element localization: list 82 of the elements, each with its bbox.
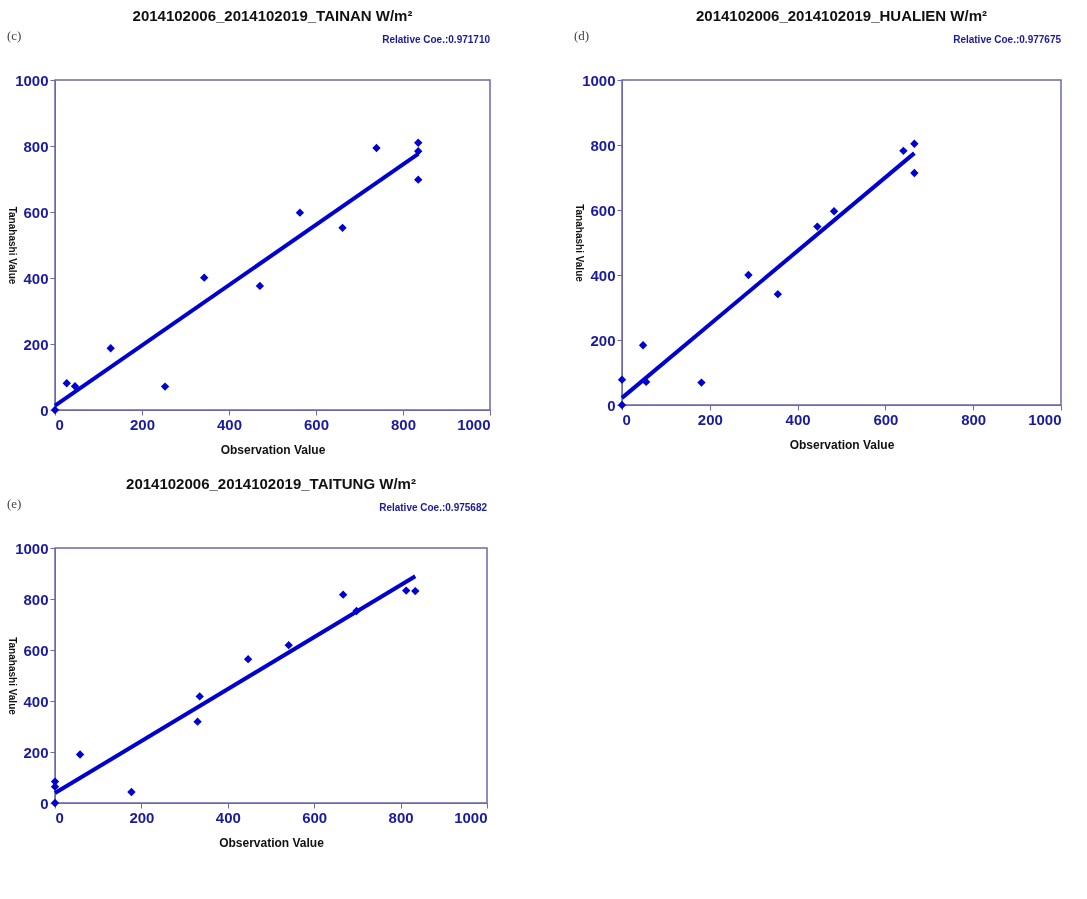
y-tick-label: 800 (23, 590, 49, 608)
x-tick-label: 400 (216, 415, 243, 433)
text: Relative Coe.:0.975682 (379, 502, 488, 513)
x-tick-label: 800 (961, 410, 987, 428)
chart-title: 2014102006_2014102019_TAINAN W/m² (132, 7, 413, 24)
x-axis-title: Observation Value (219, 835, 325, 850)
point (75, 750, 85, 759)
x-tick-label: 400 (215, 808, 241, 826)
point (200, 273, 209, 282)
chart-title: 2014102006_2014102019_TAITUNG W/m² (126, 475, 416, 492)
point (70, 382, 80, 391)
y-tick-label: 600 (23, 641, 49, 659)
point (411, 586, 420, 596)
y-tick-label: 600 (23, 203, 49, 221)
point (617, 375, 627, 384)
y-tick-label: 400 (590, 266, 616, 284)
x-tick-label: 0 (55, 808, 64, 826)
chart-title: 2014102006_2014102019_HUALIEN W/m² (695, 7, 988, 24)
y-tick-label: 1000 (15, 71, 49, 89)
point (127, 787, 136, 797)
x-tick-label: 200 (697, 410, 723, 428)
point (295, 208, 305, 217)
point (744, 270, 753, 280)
x-tick-label: 600 (873, 410, 899, 428)
point (910, 139, 919, 148)
y-tick-label: 200 (23, 335, 49, 353)
x-tick-label: 400 (785, 410, 811, 428)
y-axis-title: Tanahashi Value (7, 637, 19, 716)
y-tick-label: 400 (23, 692, 49, 710)
point (352, 606, 361, 616)
point (62, 379, 71, 388)
x-axis-title: Observation Value (789, 437, 895, 452)
x-tick-label: 1000 (454, 808, 488, 826)
text: (e) (7, 496, 22, 511)
point (372, 143, 381, 153)
y-tick-label: 400 (23, 269, 49, 287)
point (284, 640, 293, 650)
point (773, 289, 783, 299)
text: Relative Coe.:0.977675 (953, 34, 1062, 45)
x-tick-label: 600 (303, 415, 330, 433)
point (160, 382, 170, 391)
y-tick-label: 0 (607, 396, 616, 414)
x-tick-label: 200 (129, 808, 155, 826)
y-tick-label: 1000 (15, 539, 49, 557)
y-tick-label: 800 (590, 136, 616, 154)
x-tick-label: 1000 (1028, 410, 1062, 428)
point (243, 655, 253, 664)
y-tick-label: 0 (40, 794, 49, 812)
y-tick-label: 200 (590, 331, 616, 349)
point (255, 281, 265, 291)
point (829, 207, 839, 216)
y-axis-title: Tanahashi Value (7, 206, 19, 285)
point (697, 378, 706, 387)
text: Relative Coe.:0.971710 (382, 34, 491, 45)
y-tick-label: 1000 (582, 71, 616, 89)
text: (c) (7, 28, 22, 43)
y-tick-label: 600 (590, 201, 616, 219)
point (910, 168, 919, 178)
point (195, 692, 204, 701)
x-tick-label: 0 (622, 410, 631, 428)
point (638, 341, 648, 350)
point (414, 147, 423, 156)
point (338, 590, 348, 599)
y-tick-label: 200 (23, 743, 49, 761)
point (338, 223, 347, 233)
x-tick-label: 0 (55, 415, 64, 433)
x-tick-label: 200 (129, 415, 156, 433)
x-axis-title: Observation Value (220, 442, 326, 457)
point (414, 138, 423, 147)
x-tick-label: 800 (390, 415, 417, 433)
y-axis-title: Tanahashi Value (574, 204, 586, 283)
point (193, 717, 202, 726)
point (106, 344, 115, 353)
y-tick-label: 800 (23, 137, 49, 155)
text: (d) (574, 28, 590, 43)
point (899, 146, 908, 156)
point (402, 586, 411, 595)
point (414, 175, 423, 184)
point (813, 222, 822, 231)
x-tick-label: 1000 (457, 415, 491, 433)
x-tick-label: 800 (388, 808, 414, 826)
x-tick-label: 600 (302, 808, 328, 826)
